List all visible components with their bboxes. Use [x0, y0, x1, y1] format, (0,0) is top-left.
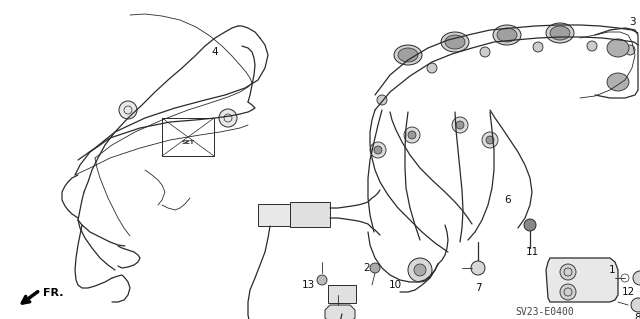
Ellipse shape	[607, 39, 629, 57]
Circle shape	[533, 42, 543, 52]
Ellipse shape	[546, 23, 574, 43]
Text: 8: 8	[635, 313, 640, 319]
Text: 7: 7	[475, 283, 481, 293]
Circle shape	[408, 131, 416, 139]
Bar	[162, 118, 214, 156]
Ellipse shape	[497, 28, 517, 42]
Text: 10: 10	[388, 280, 401, 290]
Bar	[290, 202, 330, 227]
Circle shape	[414, 264, 426, 276]
Circle shape	[377, 95, 387, 105]
Text: 6: 6	[505, 195, 511, 205]
Polygon shape	[325, 305, 355, 319]
Circle shape	[524, 219, 536, 231]
Bar	[258, 204, 290, 226]
Ellipse shape	[398, 48, 418, 62]
Circle shape	[482, 132, 498, 148]
Circle shape	[408, 258, 432, 282]
Ellipse shape	[441, 32, 469, 52]
Text: 3: 3	[628, 17, 636, 27]
Text: 12: 12	[621, 287, 635, 297]
Circle shape	[560, 284, 576, 300]
Ellipse shape	[394, 45, 422, 65]
Polygon shape	[546, 258, 618, 302]
Circle shape	[374, 146, 382, 154]
Circle shape	[631, 298, 640, 312]
Ellipse shape	[493, 25, 521, 45]
Ellipse shape	[550, 26, 570, 40]
Circle shape	[625, 45, 635, 55]
Circle shape	[317, 275, 327, 285]
Circle shape	[471, 261, 485, 275]
Circle shape	[486, 136, 494, 144]
Bar	[328, 285, 356, 303]
Circle shape	[633, 271, 640, 285]
Circle shape	[560, 264, 576, 280]
Text: 1: 1	[609, 265, 615, 275]
Text: SET: SET	[182, 139, 195, 145]
Text: 2: 2	[364, 263, 371, 273]
Circle shape	[370, 142, 386, 158]
Circle shape	[404, 127, 420, 143]
Circle shape	[427, 63, 437, 73]
Text: 13: 13	[301, 280, 315, 290]
Circle shape	[452, 117, 468, 133]
Circle shape	[370, 263, 380, 273]
Circle shape	[480, 47, 490, 57]
Text: FR.: FR.	[43, 288, 63, 298]
Circle shape	[219, 109, 237, 127]
Circle shape	[587, 41, 597, 51]
Text: SV23-E0400: SV23-E0400	[516, 307, 574, 317]
Ellipse shape	[607, 73, 629, 91]
Ellipse shape	[445, 35, 465, 49]
Text: 11: 11	[525, 247, 539, 257]
Circle shape	[456, 121, 464, 129]
Circle shape	[119, 101, 137, 119]
Text: 4: 4	[212, 47, 218, 57]
